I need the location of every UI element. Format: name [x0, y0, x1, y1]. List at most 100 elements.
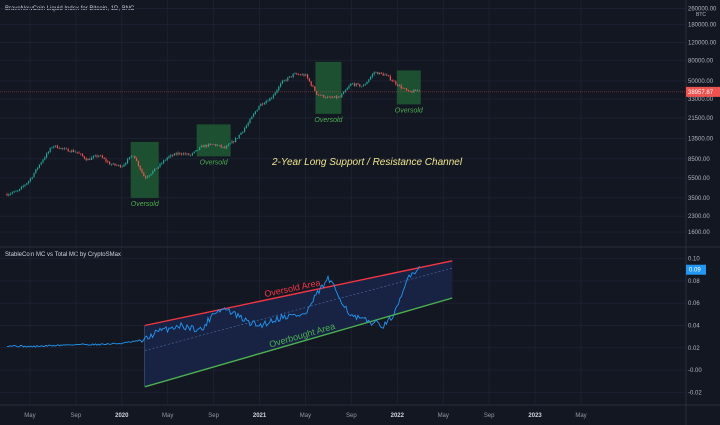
- candle-body: [56, 145, 58, 149]
- oversold-zone: [196, 124, 231, 157]
- candle-body: [19, 188, 21, 191]
- candle-body: [49, 148, 51, 152]
- candle-body: [116, 165, 118, 166]
- oversold-label: Oversold: [314, 117, 343, 124]
- x-tick-label: 2022: [391, 413, 405, 419]
- candle-body: [200, 145, 202, 148]
- candle-body: [137, 160, 139, 166]
- candle-body: [343, 91, 345, 95]
- candle-body: [83, 156, 85, 159]
- oversold-label: Oversold: [131, 201, 160, 208]
- candle-body: [389, 76, 391, 81]
- candle-body: [224, 146, 226, 149]
- candle-body: [244, 128, 246, 132]
- candle-body: [341, 94, 343, 98]
- price-tick-label: 5500.00: [688, 176, 710, 182]
- price-tick-label: 120000.00: [688, 40, 717, 46]
- candle-body: [220, 145, 222, 148]
- candle-body: [272, 95, 274, 98]
- candle-body: [380, 72, 382, 74]
- current-price-label: 38957.87: [688, 90, 714, 96]
- candle-body: [397, 84, 399, 86]
- candle-body: [73, 150, 75, 152]
- candles: [6, 71, 420, 197]
- candle-body: [404, 88, 406, 89]
- x-tick-label: May: [300, 413, 311, 419]
- candle-body: [148, 175, 150, 177]
- candle-body: [91, 157, 93, 160]
- price-tick-label: 2300.00: [688, 214, 710, 220]
- candle-body: [33, 173, 35, 178]
- support-line: [144, 297, 453, 388]
- x-tick-label: 2021: [253, 413, 267, 419]
- candle-body: [10, 193, 12, 195]
- candle-body: [127, 159, 129, 164]
- indicator-value-label: 0.09: [689, 268, 701, 274]
- price-tick-label: 21500.00: [688, 116, 714, 122]
- candle-body: [92, 156, 94, 158]
- candle-body: [69, 151, 71, 153]
- candle-body: [353, 83, 355, 86]
- oversold-label: Oversold: [200, 159, 229, 166]
- candle-body: [213, 144, 215, 145]
- candle-body: [352, 83, 354, 85]
- candle-body: [292, 74, 294, 77]
- grid: [0, 0, 686, 405]
- candle-body: [307, 74, 309, 79]
- resistance-line: [144, 260, 453, 327]
- candle-body: [146, 176, 148, 178]
- candle-body: [195, 150, 197, 152]
- price-pane: Oversold Oversold Oversold Oversold 2-Year L…: [0, 61, 686, 208]
- candle-body: [382, 73, 384, 76]
- price-tick-label: 13500.00: [688, 136, 714, 142]
- candle-body: [310, 81, 312, 86]
- candle-body: [143, 172, 145, 177]
- oversold-zone: [396, 70, 421, 105]
- candle-body: [71, 150, 73, 152]
- candle-body: [276, 90, 278, 93]
- candle-body: [114, 163, 116, 166]
- candle-body: [130, 156, 132, 158]
- candle-body: [323, 94, 325, 98]
- candle-body: [407, 90, 409, 91]
- candle-body: [321, 94, 323, 96]
- candle-body: [298, 74, 300, 76]
- candle-body: [157, 166, 159, 169]
- candle-body: [415, 89, 417, 91]
- candle-body: [361, 86, 363, 87]
- candle-body: [94, 155, 96, 157]
- candle-body: [222, 146, 224, 148]
- candle-body: [344, 90, 346, 92]
- candle-body: [368, 79, 370, 82]
- candle-body: [22, 185, 24, 187]
- candle-body: [231, 141, 233, 144]
- candle-body: [24, 184, 26, 186]
- candle-body: [251, 116, 253, 120]
- candle-body: [359, 84, 361, 87]
- candle-body: [46, 153, 48, 158]
- candle-body: [263, 103, 265, 105]
- candle-body: [150, 173, 152, 176]
- indicator-tick-label: 0.04: [688, 324, 700, 330]
- candle-body: [123, 164, 125, 167]
- candle-body: [242, 131, 244, 133]
- x-tick-label: May: [162, 413, 173, 419]
- candle-body: [29, 178, 31, 182]
- channel-annotation: 2-Year Long Support / Resistance Channel: [271, 157, 463, 168]
- candle-body: [190, 155, 192, 156]
- price-tick-label: 260000.00: [688, 6, 717, 12]
- candle-body: [274, 92, 276, 96]
- candle-body: [38, 164, 40, 168]
- candle-body: [269, 98, 271, 102]
- candle-body: [339, 96, 341, 98]
- candle-body: [6, 194, 8, 196]
- candle-body: [294, 73, 296, 75]
- candle-body: [325, 97, 327, 98]
- candle-body: [256, 109, 258, 112]
- candle-body: [209, 144, 211, 145]
- candle-body: [260, 103, 262, 107]
- candle-body: [101, 155, 103, 158]
- candle-body: [332, 97, 334, 98]
